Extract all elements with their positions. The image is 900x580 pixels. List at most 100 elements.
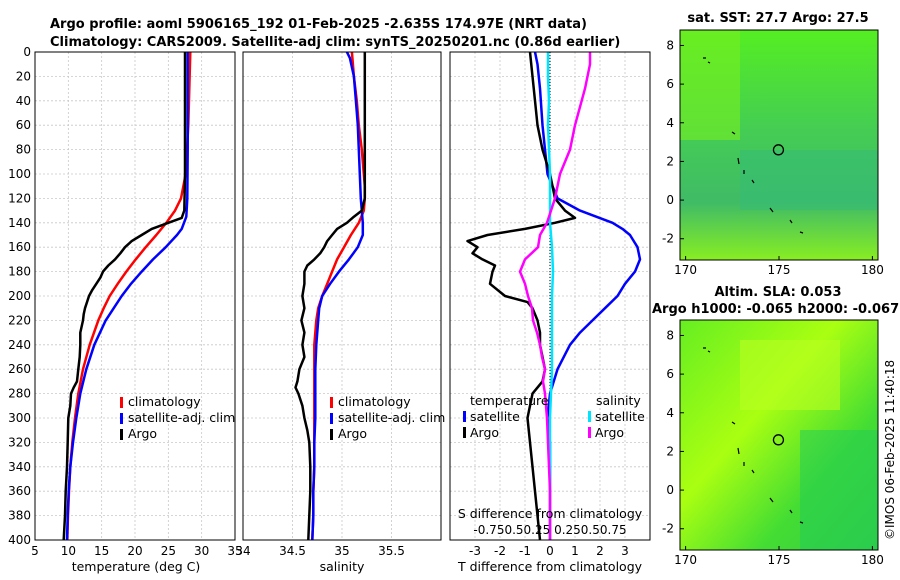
map-y-tick-label: 6	[666, 367, 674, 381]
salinity-panel: 34 34.5 35 35.5	[235, 51, 442, 558]
satellite-adj-line	[65, 52, 189, 540]
y-tick-label: 240	[8, 338, 31, 352]
sst-map-title: sat. SST: 27.7 Argo: 27.5	[687, 11, 868, 26]
s-argo-line	[518, 52, 592, 540]
x-tick-label: 25	[161, 544, 176, 558]
legend-label-argo: Argo	[338, 426, 367, 441]
legend-label-argo: Argo	[128, 426, 157, 441]
y-tick-label: 200	[8, 289, 31, 303]
sla-high-patch	[740, 340, 840, 410]
map-y-tick-label: 0	[666, 193, 674, 207]
series-group	[62, 52, 192, 540]
x-tick-label: 5	[31, 544, 39, 558]
legend-label-climatology: climatology	[128, 394, 201, 409]
legend-label-climatology: climatology	[338, 394, 411, 409]
sla-map: 170 175 180 8 6 4 2 0 -2	[662, 319, 884, 567]
x-tick-label: -3	[469, 544, 481, 558]
x-tick-label: 15	[94, 544, 109, 558]
difference-xlabel: T difference from climatology	[457, 559, 643, 574]
x-tick-label: 35.5	[378, 544, 405, 558]
temperature-xlabel: temperature (deg C)	[72, 559, 201, 574]
x-tick-label: 34.5	[279, 544, 306, 558]
x-tick-label: 1	[571, 544, 579, 558]
legend-swatch-climatology	[120, 397, 123, 408]
x-tick-label: -1	[519, 544, 531, 558]
credit-text: ©IMOS 06-Feb-2025 11:40:18	[883, 360, 897, 540]
y-tick-label: 140	[8, 216, 31, 230]
y-tick-label: 180	[8, 265, 31, 279]
x-tick-label: 2	[596, 544, 604, 558]
y-tick-label: 220	[8, 313, 31, 327]
legend-swatch-satellite	[120, 413, 123, 424]
argo-location-marker	[772, 144, 785, 156]
legend-label-s-satellite: satellite	[595, 409, 645, 424]
series-group	[466, 52, 642, 540]
x-tick-label: 20	[127, 544, 142, 558]
map-y-tick-label: 6	[666, 77, 674, 91]
legend-swatch-argo	[120, 429, 123, 440]
axis-frame	[242, 51, 442, 541]
x-tick-label: 10	[61, 544, 76, 558]
map-x-tick-label: 180	[861, 553, 884, 567]
argo-line	[294, 52, 367, 540]
x-tick-label: 35	[227, 544, 242, 558]
x-tick-label: 35	[334, 544, 349, 558]
axis-frame	[34, 51, 236, 541]
map-y-tick-label: -2	[662, 232, 674, 246]
y-tick-label: 100	[8, 167, 31, 181]
sla-low-patch	[800, 430, 878, 550]
map-y-tick-label: 4	[666, 406, 674, 420]
axis-frame	[449, 51, 651, 541]
legend-label-satellite: satellite-adj. clim	[128, 410, 235, 425]
title-line-1: Argo profile: aoml 5906165_192 01-Feb-20…	[50, 17, 587, 32]
sst-warm-patch	[680, 30, 740, 140]
satellite-adj-line	[311, 52, 365, 540]
y-tick-label: 20	[16, 69, 31, 83]
y-tick-label: 340	[8, 460, 31, 474]
title-line-2: Climatology: CARS2009. Satellite-adj cli…	[50, 35, 620, 50]
argo-line	[62, 52, 187, 540]
x-tick-label: 3	[621, 544, 629, 558]
legend-swatch-s-satellite	[588, 411, 591, 422]
x-tick-label: -2	[494, 544, 506, 558]
y-tick-label: 120	[8, 191, 31, 205]
map-y-tick-label: 8	[666, 328, 674, 342]
map-x-tick-label: 180	[861, 263, 884, 277]
map-y-tick-label: 2	[666, 444, 674, 458]
y-tick-label: 400	[8, 533, 31, 547]
y-tick-label: 80	[16, 143, 31, 157]
s-satellite-line	[546, 52, 555, 540]
temperature-panel: 5 10 15 20 25 30 35 0 20 40 60 80 100 120 140 160 180 200…	[8, 45, 243, 558]
salinity-xlabel: salinity	[320, 559, 365, 574]
difference-legend: temperature salinity satellite Argo sate…	[463, 393, 645, 440]
map-y-tick-label: -2	[662, 522, 674, 536]
t-argo-line	[466, 52, 577, 540]
map-y-tick-label: 2	[666, 154, 674, 168]
y-tick-label: 40	[16, 94, 31, 108]
legend-swatch-climatology	[330, 397, 333, 408]
legend-label-satellite: satellite-adj. clim	[338, 410, 445, 425]
legend-swatch-argo	[330, 429, 333, 440]
y-tick-label: 60	[16, 118, 31, 132]
y-tick-label: 300	[8, 411, 31, 425]
island-markings	[703, 347, 804, 524]
legend-label-s-argo: Argo	[595, 425, 624, 440]
legend-label-t-argo: Argo	[470, 425, 499, 440]
y-tick-label: 380	[8, 509, 31, 523]
legend-label-t-satellite: satellite	[470, 409, 520, 424]
y-tick-label: 160	[8, 240, 31, 254]
s-difference-tick-labels: -0.750.50.25 0.250.50.75	[473, 523, 626, 537]
map-x-tick-label: 170	[674, 263, 697, 277]
map-y-tick-label: 0	[666, 483, 674, 497]
island-markings	[703, 57, 804, 234]
map-y-tick-label: 4	[666, 116, 674, 130]
difference-panel: -3 -2 -1 0 1 2 3 -0.750.50.25 0.250.50.75	[449, 51, 651, 558]
legend-swatch-t-satellite	[463, 411, 466, 422]
sst-map: 170 175 180 8 6 4 2 0 -2	[662, 29, 884, 277]
x-tick-label: 34	[235, 544, 250, 558]
map-x-tick-label: 175	[768, 553, 791, 567]
sla-map-subtitle: Argo h1000: -0.065 h2000: -0.067	[652, 302, 899, 317]
legend-swatch-satellite	[330, 413, 333, 424]
temperature-legend: climatology satellite-adj. clim Argo	[120, 394, 235, 441]
